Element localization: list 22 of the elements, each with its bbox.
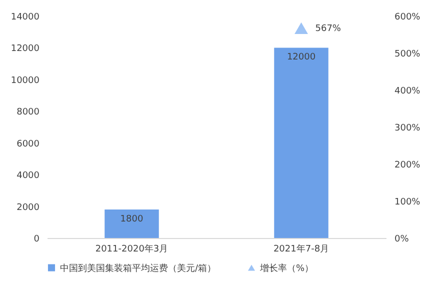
y2-tick-label: 100% — [394, 198, 421, 208]
data-label: 567% — [315, 24, 342, 34]
y-tick-label: 12000 — [10, 44, 40, 54]
y-tick-label: 8000 — [16, 108, 40, 118]
y-tick-label: 6000 — [16, 139, 40, 150]
y-tick-label: 0 — [34, 234, 40, 244]
data-label: 1800 — [120, 214, 144, 224]
legend-label: 中国到美国集装箱平均运费（美元/箱） — [60, 262, 216, 274]
x-tick-label: 2011-2020年3月 — [95, 244, 168, 254]
legend-label: 增长率（%） — [259, 262, 314, 274]
y-tick-label: 14000 — [10, 12, 40, 22]
y2-tick-label: 400% — [394, 86, 421, 96]
x-tick-label: 2021年7-8月 — [273, 244, 330, 254]
y2-tick-label: 200% — [394, 160, 421, 170]
y-tick-label: 4000 — [16, 171, 40, 182]
y-tick-label: 2000 — [16, 202, 40, 213]
data-label: 12000 — [286, 52, 316, 63]
y2-tick-label: 300% — [394, 124, 421, 134]
y2-tick-label: 600% — [394, 12, 421, 22]
y2-tick-label: 500% — [394, 50, 421, 60]
y2-tick-label: 0% — [394, 234, 410, 244]
y-tick-label: 10000 — [10, 76, 40, 86]
